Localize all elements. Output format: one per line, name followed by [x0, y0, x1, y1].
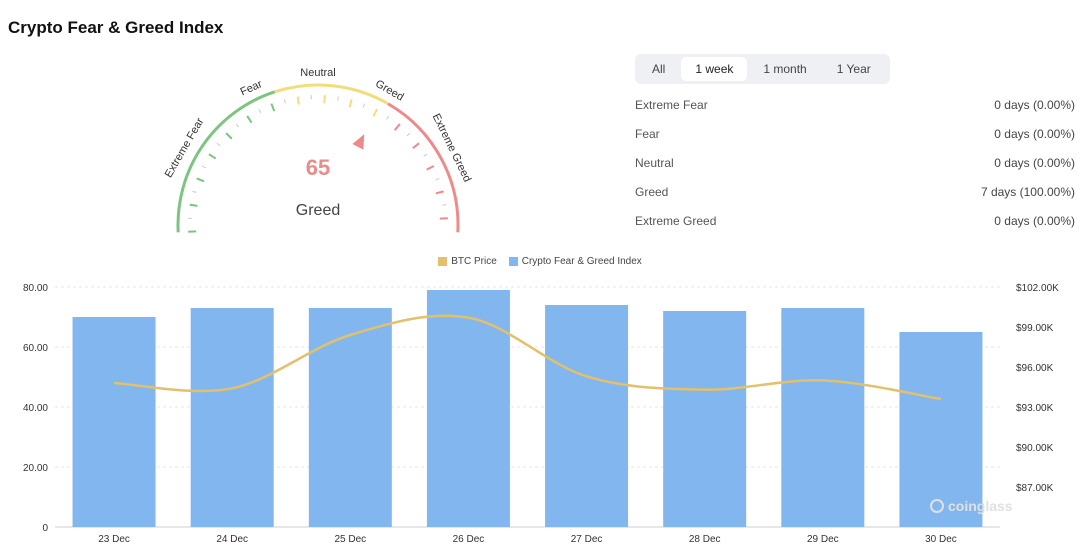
gauge-tick: [225, 132, 233, 140]
y-right-tick-label: $90.00K: [1016, 443, 1054, 454]
gauge-tick: [435, 177, 440, 181]
y-left-tick-label: 0: [42, 523, 48, 534]
gauge-tick: [393, 123, 401, 131]
x-tick-label: 24 Dec: [216, 534, 248, 545]
fear-greed-bar: [190, 308, 274, 527]
stat-label: Extreme Greed: [635, 213, 717, 228]
x-tick-label: 25 Dec: [334, 534, 366, 545]
gauge-tick: [283, 99, 286, 104]
gauge-status: Greed: [296, 202, 340, 219]
watermark-text: coinglass: [948, 498, 1013, 514]
fear-greed-bar: [426, 290, 510, 527]
y-right-tick-label: $99.00K: [1016, 323, 1054, 334]
sentiment-stats: Extreme Fear 0 days (0.00%) Fear 0 days …: [635, 90, 1075, 235]
tab-1-month[interactable]: 1 month: [763, 62, 807, 76]
legend-item-btc-price[interactable]: BTC Price: [438, 256, 497, 267]
x-tick-label: 27 Dec: [571, 534, 603, 545]
gauge-tick: [337, 96, 339, 101]
stat-extreme-greed: Extreme Greed 0 days (0.00%): [635, 206, 1075, 235]
stat-extreme-fear: Extreme Fear 0 days (0.00%): [635, 90, 1075, 119]
x-tick-label: 30 Dec: [925, 534, 957, 545]
gauge-tick: [192, 190, 197, 193]
y-left-tick-label: 80.00: [23, 283, 48, 294]
legend-label: BTC Price: [451, 256, 497, 267]
gauge-band-label: Neutral: [300, 67, 335, 79]
y-right-tick-label: $93.00K: [1016, 403, 1054, 414]
stat-value: 7 days (100.00%): [980, 184, 1075, 199]
stat-fear: Fear 0 days (0.00%): [635, 119, 1075, 148]
gauge-tick: [201, 165, 206, 169]
coinglass-logo-icon: [930, 499, 944, 513]
stat-neutral: Neutral 0 days (0.00%): [635, 148, 1075, 177]
x-tick-label: 26 Dec: [453, 534, 485, 545]
chart-legend: BTC Price Crypto Fear & Greed Index: [0, 256, 1080, 267]
tab-1-year[interactable]: 1 Year: [836, 62, 871, 76]
gauge-arc-fear: [176, 90, 276, 233]
gauge-needle-icon: [352, 134, 365, 150]
stat-greed: Greed 7 days (100.00%): [635, 177, 1075, 206]
stat-value: 0 days (0.00%): [994, 97, 1075, 112]
legend-label: Crypto Fear & Greed Index: [521, 256, 642, 267]
legend-swatch: [438, 257, 448, 266]
fear-greed-bar: [899, 332, 983, 527]
gauge-tick: [296, 96, 300, 105]
page-title: Crypto Fear & Greed Index: [8, 18, 224, 37]
fear-greed-bar: [781, 308, 865, 527]
gauge-tick: [189, 203, 198, 207]
y-left-tick-label: 60.00: [23, 343, 48, 354]
x-tick-label: 28 Dec: [689, 534, 721, 545]
gauge-tick: [412, 142, 420, 150]
gauge-tick: [442, 204, 447, 206]
gauge-tick: [208, 153, 217, 160]
fear-greed-bar: [308, 308, 392, 527]
gauge-tick: [216, 142, 221, 147]
stat-value: 0 days (0.00%): [994, 213, 1075, 228]
gauge-tick: [435, 190, 444, 195]
gauge-tick: [372, 108, 378, 117]
gauge-tick: [196, 177, 205, 183]
stat-value: 0 days (0.00%): [994, 155, 1075, 170]
x-tick-label: 29 Dec: [807, 534, 839, 545]
gauge-tick: [258, 108, 262, 113]
fear-greed-history-chart: 0 20.00 40.00 60.00 80.00 $87.00K $90.00K $93.0…: [23, 283, 1059, 545]
gauge-band-label: Fear: [239, 78, 265, 98]
period-tabs: All 1 week 1 month 1 Year: [635, 54, 890, 84]
gauge-tick: [406, 132, 411, 137]
gauge-value: 65: [306, 155, 330, 180]
gauge-tick: [423, 153, 428, 157]
stat-value: 0 days (0.00%): [994, 126, 1075, 141]
x-tick-label: 23 Dec: [98, 534, 130, 545]
btc-price-line: [114, 314, 942, 401]
stat-label: Fear: [635, 126, 660, 141]
gauge-tick: [426, 165, 435, 171]
gauge-arc-greed: [387, 102, 460, 233]
tab-all[interactable]: All: [652, 62, 666, 76]
gauge-tick: [348, 99, 353, 108]
watermark: coinglass: [930, 498, 1013, 514]
fear-greed-bar: [72, 317, 156, 527]
gauge-tick: [235, 123, 240, 128]
gauge-tick: [246, 115, 253, 124]
fear-greed-bar: [545, 305, 629, 527]
legend-item-fear-greed-index[interactable]: Crypto Fear & Greed Index: [508, 256, 642, 267]
stat-label: Neutral: [635, 155, 674, 170]
fear-greed-bar: [663, 311, 747, 527]
stat-label: Extreme Fear: [635, 97, 708, 112]
legend-swatch: [508, 257, 518, 266]
gauge-tick: [386, 115, 390, 120]
y-right-tick-label: $87.00K: [1016, 483, 1054, 494]
y-left-tick-label: 40.00: [23, 403, 48, 414]
y-right-tick-label: $102.00K: [1016, 283, 1059, 294]
gauge-tick: [270, 103, 276, 112]
y-right-tick-label: $96.00K: [1016, 363, 1054, 374]
gauge-tick: [362, 103, 366, 108]
y-left-tick-label: 20.00: [23, 463, 48, 474]
tab-1-week[interactable]: 1 week: [681, 57, 748, 81]
stat-label: Greed: [635, 184, 669, 199]
gauge-arc-neutral: [274, 83, 389, 106]
